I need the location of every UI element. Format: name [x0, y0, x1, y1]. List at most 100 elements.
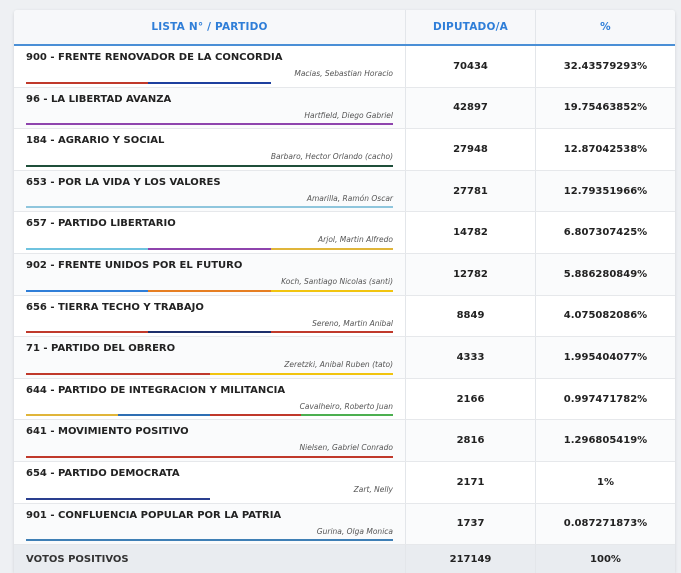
party-color-bar	[26, 206, 393, 209]
party-color-bar	[26, 289, 393, 292]
party-name: 96 - LA LIBERTAD AVANZA	[26, 93, 172, 105]
votes-cell: 2816	[406, 420, 536, 461]
percent-cell: 5.886280849%	[563, 268, 648, 280]
party-color-bar	[26, 123, 393, 126]
table-row: 96 - LA LIBERTAD AVANZA Hartfield, Diego …	[14, 87, 675, 130]
party-color-segment	[26, 289, 149, 292]
percent-cell: 1%	[597, 476, 614, 488]
party-color-segment	[26, 455, 393, 458]
table-row: 657 - PARTIDO LIBERTARIO Arjol, Martin Al…	[14, 212, 675, 254]
party-color-segment	[26, 414, 118, 417]
table-row: 644 - PARTIDO DE INTEGRACION Y MILITANCI…	[14, 378, 675, 421]
party-cell: 902 - FRENTE UNIDOS POR EL FUTURO Koch, S…	[14, 253, 406, 295]
percent-cell: 32.43579293%	[563, 60, 648, 72]
votes-cell: 27781	[406, 170, 536, 212]
party-color-bar	[26, 539, 393, 542]
table-row: 71 - PARTIDO DEL OBRERO Zeretzki, Anibal …	[14, 337, 675, 379]
votes-cell: 2171	[406, 461, 536, 503]
party-cell: 184 - AGRARIO Y SOCIAL Barbaro, Hector Or…	[14, 129, 406, 170]
party-color-segment	[26, 497, 210, 500]
party-name: 184 - AGRARIO Y SOCIAL	[26, 135, 165, 147]
table-row: 900 - FRENTE RENOVADOR DE LA CONCORDIA Ma…	[14, 46, 675, 88]
votes-cell: 4333	[406, 337, 536, 378]
party-color-segment	[26, 372, 210, 375]
table-row: 656 - TIERRA TECHO Y TRABAJO Sereno, Mart…	[14, 295, 675, 338]
candidate-name: Hartfield, Diego Gabriel	[304, 110, 393, 120]
total-row: VOTOS POSITIVOS 217149 100%	[14, 545, 675, 573]
party-color-segment	[209, 497, 393, 500]
party-cell: 71 - PARTIDO DEL OBRERO Zeretzki, Anibal …	[14, 337, 406, 378]
votes-cell: 70434	[406, 46, 536, 87]
party-color-bar	[26, 331, 393, 334]
votes-cell: 8849	[406, 295, 536, 337]
party-name: 657 - PARTIDO LIBERTARIO	[26, 218, 176, 230]
party-color-bar	[26, 455, 393, 458]
party-color-segment	[270, 331, 393, 334]
party-color-segment	[270, 289, 393, 292]
total-votes: 217149	[406, 545, 536, 573]
party-color-segment	[26, 247, 149, 250]
party-cell: 654 - PARTIDO DEMOCRATA Zart, Nelly	[14, 461, 406, 503]
party-color-segment	[209, 414, 302, 417]
party-color-segment	[148, 247, 271, 250]
party-color-segment	[148, 289, 271, 292]
header-votes[interactable]: DIPUTADO/A	[406, 10, 536, 44]
party-color-segment	[26, 123, 393, 126]
header-party[interactable]: LISTA N° / PARTIDO	[14, 10, 406, 44]
party-color-bar	[26, 81, 393, 84]
total-label: VOTOS POSITIVOS	[14, 545, 406, 573]
percent-cell: 0.997471782%	[563, 393, 648, 405]
party-color-segment	[301, 414, 393, 417]
party-cell: 644 - PARTIDO DE INTEGRACION Y MILITANCI…	[14, 378, 406, 420]
percent-cell: 6.807307425%	[563, 227, 648, 239]
party-cell: 900 - FRENTE RENOVADOR DE LA CONCORDIA Ma…	[14, 46, 406, 87]
party-color-bar	[26, 372, 393, 375]
party-color-segment	[270, 247, 393, 250]
percent-cell: 12.87042538%	[563, 143, 648, 155]
party-cell: 641 - MOVIMIENTO POSITIVO Nielsen, Gabrie…	[14, 420, 406, 461]
votes-cell: 27948	[406, 129, 536, 170]
party-cell: 657 - PARTIDO LIBERTARIO Arjol, Martin Al…	[14, 212, 406, 253]
party-color-bar	[26, 247, 393, 250]
party-color-bar	[26, 164, 393, 167]
party-color-segment	[148, 331, 271, 334]
party-name: 644 - PARTIDO DE INTEGRACION Y MILITANCI…	[26, 384, 286, 396]
party-color-bar	[26, 497, 393, 500]
party-cell: 96 - LA LIBERTAD AVANZA Hartfield, Diego …	[14, 87, 406, 129]
table-row: 654 - PARTIDO DEMOCRATA Zart, Nelly 2171 1%	[14, 461, 675, 504]
party-color-segment	[26, 164, 393, 167]
candidate-name: Sereno, Martin Anibal	[312, 318, 393, 328]
candidate-name: Zeretzki, Anibal Ruben (tato)	[284, 360, 393, 370]
candidate-name: Gurina, Olga Monica	[316, 526, 393, 536]
candidate-name: Koch, Santiago Nicolas (santi)	[281, 276, 393, 286]
party-color-bar	[26, 414, 393, 417]
header-percent[interactable]: %	[600, 21, 611, 33]
percent-cell: 19.75463852%	[563, 102, 648, 114]
votes-cell: 14782	[406, 212, 536, 253]
percent-cell: 1.995404077%	[563, 351, 648, 363]
party-cell: 901 - CONFLUENCIA POPULAR POR LA PATRIA G…	[14, 503, 406, 545]
candidate-name: Nielsen, Gabriel Conrado	[299, 443, 393, 453]
table-row: 653 - POR LA VIDA Y LOS VALORES Amarilla,…	[14, 170, 675, 213]
table-row: 901 - CONFLUENCIA POPULAR POR LA PATRIA G…	[14, 503, 675, 546]
candidate-name: Amarilla, Ramón Oscar	[306, 193, 393, 203]
percent-cell: 4.075082086%	[563, 310, 648, 322]
candidate-name: Barbaro, Hector Orlando (cacho)	[270, 152, 393, 162]
party-color-segment	[26, 331, 149, 334]
votes-cell: 12782	[406, 253, 536, 295]
party-cell: 656 - TIERRA TECHO Y TRABAJO Sereno, Mart…	[14, 295, 406, 337]
candidate-name: Macias, Sebastian Horacio	[294, 69, 393, 78]
table-header: LISTA N° / PARTIDO DIPUTADO/A %	[14, 10, 675, 46]
party-name: 901 - CONFLUENCIA POPULAR POR LA PATRIA	[26, 509, 282, 521]
party-name: 654 - PARTIDO DEMOCRATA	[26, 467, 180, 479]
party-color-segment	[270, 81, 393, 84]
votes-cell: 2166	[406, 378, 536, 420]
party-color-segment	[148, 81, 271, 84]
party-name: 653 - POR LA VIDA Y LOS VALORES	[26, 176, 221, 188]
party-name: 71 - PARTIDO DEL OBRERO	[26, 343, 176, 355]
party-color-segment	[209, 372, 393, 375]
votes-cell: 42897	[406, 87, 536, 129]
party-color-segment	[26, 206, 393, 209]
candidate-name: Cavalheiro, Roberto Juan	[299, 401, 393, 411]
percent-cell: 0.087271873%	[563, 518, 648, 530]
